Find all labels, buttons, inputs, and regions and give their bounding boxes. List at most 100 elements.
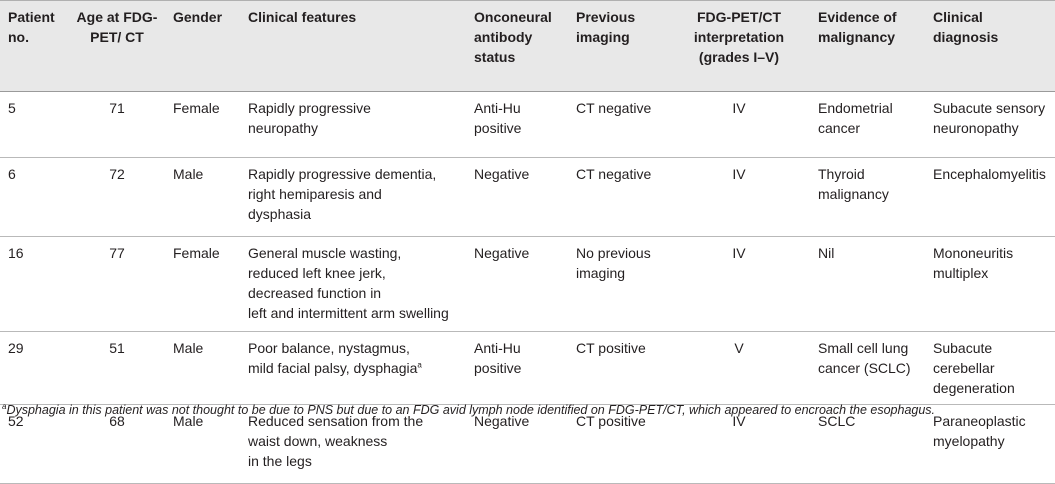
cell-previous-imaging: CT positive (568, 332, 666, 405)
cell-patient-no: 5 (8, 100, 16, 116)
cell-previous-imaging-line: CT negative (576, 100, 652, 116)
cell-evidence-malignancy-line: cancer (818, 120, 861, 136)
cell-antibody-status: Anti-Hu positive (466, 332, 568, 405)
cell-clinical-diagnosis-line: Subacute cerebellar (933, 340, 995, 376)
cell-antibody-status-line: Anti-Hu (474, 100, 521, 116)
cell-clinical-features-line: General muscle wasting, (248, 245, 402, 261)
cell-clinical-diagnosis: Paraneoplastic myelopathy (925, 405, 1055, 484)
cell-previous-imaging-line: imaging (576, 265, 626, 281)
cell-antibody-status-line: positive (474, 360, 522, 376)
cell-evidence-malignancy-line: Nil (818, 245, 835, 261)
cell-previous-imaging: CT negative (568, 158, 666, 237)
cell-antibody-status: Negative (466, 405, 568, 484)
cell-antibody-status: Anti-Hu positive (466, 92, 568, 158)
cell-patient-no: 29 (8, 340, 24, 356)
header-antibody-status: Onconeural antibody status (466, 0, 568, 92)
cell-clinical-features-line: mild facial palsy, dysphagia (248, 360, 418, 376)
cell-evidence-malignancy-line: Thyroid (818, 166, 865, 182)
cell-clinical-diagnosis-line: Encephalomyelitis (933, 166, 1046, 182)
header-patient-no: Patient no. (0, 0, 67, 92)
cell-fdg-grade: V (734, 340, 744, 356)
cell-clinical-features-line: Poor balance, nystagmus, (248, 340, 410, 356)
cell-fdg-grade: IV (732, 245, 746, 261)
cell-clinical-features-line: in the legs (248, 453, 312, 469)
cell-clinical-diagnosis-line: Paraneoplastic (933, 413, 1026, 429)
header-row: Patient no. Age at FDG-PET/ CT Gender Cl… (0, 0, 1055, 92)
cell-age: 71 (109, 100, 125, 116)
table-row: 6 72 Male Rapidly progressive dementia, righ… (0, 158, 1055, 237)
cell-evidence-malignancy: Endometrial cancer (810, 92, 925, 158)
table-body: 5 71 Female Rapidly progressive neuropathy An… (0, 92, 1055, 484)
cell-clinical-features-line: right hemiparesis and (248, 186, 382, 202)
footnote-reference: a (417, 360, 422, 370)
cell-age: 51 (109, 340, 125, 356)
cell-gender: Female (173, 100, 220, 116)
cell-fdg-grade: IV (732, 413, 746, 429)
cell-antibody-status-line: Negative (474, 245, 530, 261)
cell-clinical-diagnosis: Encephalomyelitis (925, 158, 1055, 237)
cell-clinical-diagnosis-line: myelopathy (933, 433, 1005, 449)
table-footnote: aDysphagia in this patient was not thoug… (2, 401, 936, 417)
cell-previous-imaging-line: CT negative (576, 166, 652, 182)
header-previous-imaging: Previous imaging (568, 0, 666, 92)
cell-clinical-features-line: reduced left knee jerk, (248, 265, 386, 281)
table-row: 5 71 Female Rapidly progressive neuropathy An… (0, 92, 1055, 158)
cell-previous-imaging-line: CT positive (576, 413, 646, 429)
cell-clinical-diagnosis: Mononeuritis multiplex (925, 237, 1055, 332)
cell-clinical-features: Rapidly progressive neuropathy (240, 92, 466, 158)
cell-age: 77 (109, 245, 125, 261)
cell-gender: Male (173, 413, 204, 429)
footnote-marker: a (2, 401, 7, 411)
cell-clinical-diagnosis: Subacute cerebellar degeneration (925, 332, 1055, 405)
cell-evidence-malignancy-line: malignancy (818, 186, 889, 202)
cell-clinical-features: Rapidly progressive dementia, right hemip… (240, 158, 466, 237)
cell-gender: Male (173, 340, 204, 356)
cell-evidence-malignancy-line: Small cell lung (818, 340, 909, 356)
cell-age: 68 (109, 413, 125, 429)
cell-clinical-diagnosis-line: neuronopathy (933, 120, 1019, 136)
cell-previous-imaging: No previous imaging (568, 237, 666, 332)
cell-antibody-status: Negative (466, 158, 568, 237)
cell-clinical-features-line: waist down, weakness (248, 433, 388, 449)
cell-evidence-malignancy: Thyroid malignancy (810, 158, 925, 237)
header-age: Age at FDG-PET/ CT (67, 0, 165, 92)
cell-evidence-malignancy-line: Endometrial (818, 100, 893, 116)
cell-fdg-grade: IV (732, 166, 746, 182)
cell-clinical-features-line: Rapidly progressive (248, 100, 371, 116)
cell-evidence-malignancy: Nil (810, 237, 925, 332)
cell-clinical-diagnosis-line: multiplex (933, 265, 989, 281)
header-fdg-interpretation: FDG-PET/CT interpretation (grades I–V) (666, 0, 810, 92)
cell-clinical-features-line: neuropathy (248, 120, 319, 136)
cell-gender: Male (173, 166, 204, 182)
cell-clinical-features: General muscle wasting, reduced left knee… (240, 237, 466, 332)
cell-clinical-diagnosis-line: Mononeuritis (933, 245, 1014, 261)
cell-antibody-status-line: Negative (474, 413, 530, 429)
header-evidence-malignancy: Evidence of malignancy (810, 0, 925, 92)
cell-gender: Female (173, 245, 220, 261)
header-clinical-features: Clinical features (240, 0, 466, 92)
cell-antibody-status-line: Negative (474, 166, 530, 182)
cell-clinical-features-line: dysphasia (248, 206, 312, 222)
cell-fdg-grade: IV (732, 100, 746, 116)
cell-antibody-status: Negative (466, 237, 568, 332)
cell-clinical-diagnosis: Subacute sensory neuronopathy (925, 92, 1055, 158)
cell-patient-no: 16 (8, 245, 24, 261)
table-row: 29 51 Male Poor balance, nystagmus, mild fac… (0, 332, 1055, 405)
cell-clinical-diagnosis-line: Subacute sensory (933, 100, 1046, 116)
cell-clinical-features-line: left and intermittent arm swelling (248, 305, 449, 321)
footnote-text: Dysphagia in this patient was not though… (6, 403, 936, 417)
cell-age: 72 (109, 166, 125, 182)
cell-evidence-malignancy: Small cell lung cancer (SCLC) (810, 332, 925, 405)
cell-antibody-status-line: positive (474, 120, 522, 136)
cell-clinical-features: Poor balance, nystagmus, mild facial pals… (240, 332, 466, 405)
cell-previous-imaging: CT negative (568, 92, 666, 158)
cell-evidence-malignancy: SCLC (810, 405, 925, 484)
cell-clinical-features-line: decreased function in (248, 285, 382, 301)
cell-clinical-features-line: Rapidly progressive dementia, (248, 166, 437, 182)
cell-previous-imaging-line: CT positive (576, 340, 646, 356)
header-clinical-diagnosis: Clinical diagnosis (925, 0, 1055, 92)
cell-clinical-features-line: Reduced sensation from the (248, 413, 424, 429)
table-header: Patient no. Age at FDG-PET/ CT Gender Cl… (0, 0, 1055, 92)
